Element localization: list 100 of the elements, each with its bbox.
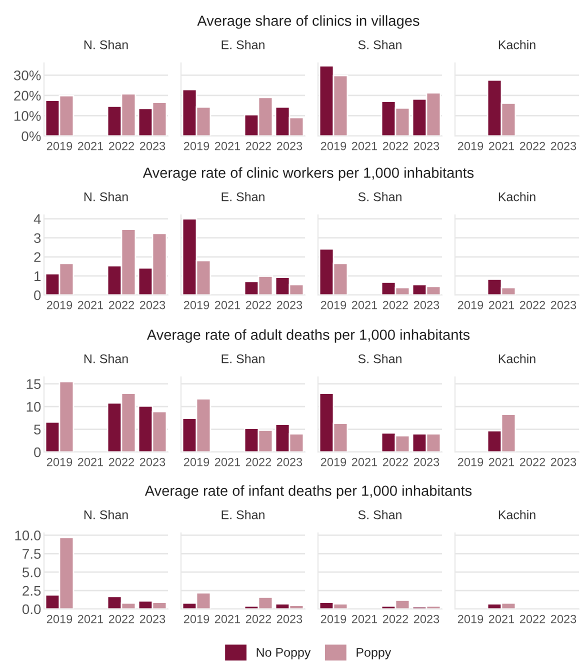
x-tick-label: 2023 — [276, 142, 302, 150]
x-tick-label: 2022 — [382, 142, 408, 150]
chart-title: N. Shan — [84, 192, 128, 202]
y-tick-label: 2 — [34, 252, 41, 262]
x-tick-label: 2021 — [78, 142, 104, 150]
y-tick-label: 30% — [14, 70, 41, 80]
x-tick-label: 2022 — [108, 300, 134, 310]
x-tick-label: 2021 — [214, 300, 240, 310]
x-tick-label: 2023 — [550, 458, 576, 466]
x-tick-label: 2023 — [140, 300, 166, 310]
x-tick-label: 2019 — [184, 614, 210, 624]
x-tick-label: 2019 — [458, 300, 484, 310]
x-tick-label: 2022 — [520, 300, 546, 310]
x-tick-label: 2021 — [352, 614, 378, 624]
x-tick-label: 2022 — [246, 614, 272, 624]
chart-title: S. Shan — [358, 40, 402, 50]
x-tick-label: 2021 — [214, 614, 240, 624]
chart-title: Kachin — [498, 354, 536, 364]
x-tick-label: 2022 — [382, 614, 408, 624]
x-tick-label: 2023 — [140, 142, 166, 150]
x-tick-label: 2019 — [184, 458, 210, 466]
y-tick-label: 4 — [34, 214, 41, 224]
y-tick-label: 20% — [14, 90, 41, 101]
x-tick-label: 2019 — [458, 614, 484, 624]
x-tick-label: 2022 — [382, 300, 408, 310]
chart-title: Kachin — [498, 510, 536, 520]
x-tick-label: 2022 — [382, 458, 408, 466]
text: Average rate of clinic workers per 1,000 inhabitants — [142, 167, 474, 181]
chart-title: E. Shan — [222, 192, 264, 202]
x-tick-label: 2023 — [276, 300, 302, 310]
x-tick-label: 2023 — [276, 614, 302, 624]
x-tick-label: 2023 — [414, 142, 440, 150]
x-tick-label: 2023 — [276, 458, 302, 466]
y-tick-label: 0 — [34, 447, 41, 458]
x-tick-label: 2021 — [488, 142, 514, 150]
x-tick-label: 2021 — [488, 300, 514, 310]
x-tick-label: 2022 — [520, 142, 546, 150]
x-tick-label: 2022 — [520, 458, 546, 466]
x-tick-label: 2021 — [78, 614, 104, 624]
y-tick-label: 3 — [34, 233, 41, 244]
x-tick-label: 2021 — [214, 458, 240, 466]
x-tick-label: 2023 — [140, 614, 166, 624]
x-tick-label: 2023 — [550, 614, 576, 624]
x-tick-label: 2022 — [108, 142, 134, 150]
legend-label: No Poppy — [256, 648, 311, 660]
x-tick-label: 2021 — [78, 458, 104, 466]
x-tick-label: 2019 — [46, 614, 72, 624]
chart-title: N. Shan — [84, 40, 128, 50]
chart-title: E. Shan — [222, 40, 264, 50]
chart-title: S. Shan — [358, 192, 402, 202]
x-tick-label: 2021 — [488, 614, 514, 624]
x-tick-label: 2021 — [214, 142, 240, 150]
y-tick-label: 7.5 — [22, 549, 41, 559]
x-tick-label: 2019 — [320, 458, 346, 466]
y-tick-label: 15 — [26, 379, 41, 389]
y-tick-label: 5 — [34, 424, 41, 434]
y-tick-label: 1 — [34, 271, 41, 281]
x-tick-label: 2022 — [246, 458, 272, 466]
x-tick-label: 2019 — [320, 142, 346, 150]
x-tick-label: 2023 — [414, 458, 440, 466]
x-tick-label: 2021 — [78, 300, 104, 310]
x-tick-label: 2021 — [352, 142, 378, 150]
x-tick-label: 2021 — [352, 458, 378, 466]
x-tick-label: 2019 — [184, 300, 210, 310]
x-tick-label: 2022 — [108, 614, 134, 624]
x-tick-label: 2023 — [140, 458, 166, 466]
y-tick-label: 10% — [14, 111, 41, 121]
y-tick-label: 5.0 — [22, 567, 41, 578]
x-tick-label: 2019 — [458, 142, 484, 150]
chart-title: Kachin — [498, 192, 536, 202]
legend-label: Poppy — [356, 648, 392, 660]
x-tick-label: 2022 — [108, 458, 134, 466]
chart-title: N. Shan — [84, 354, 128, 364]
chart-title: S. Shan — [358, 354, 402, 364]
x-tick-label: 2023 — [550, 142, 576, 150]
x-tick-label: 2021 — [488, 458, 514, 466]
x-tick-label: 2022 — [520, 614, 546, 624]
y-tick-label: 2.5 — [22, 586, 41, 596]
text: Average rate of infant deaths per 1,000 inhabitants — [144, 485, 472, 499]
x-tick-label: 2019 — [46, 458, 72, 466]
x-tick-label: 2019 — [320, 614, 346, 624]
text: Average share of clinics in villages — [197, 15, 420, 29]
y-tick-label: 10.0 — [15, 530, 41, 540]
x-tick-label: 2021 — [352, 300, 378, 310]
x-tick-label: 2022 — [246, 300, 272, 310]
x-tick-label: 2019 — [184, 142, 210, 150]
chart-title: E. Shan — [222, 510, 264, 520]
x-tick-label: 2022 — [246, 142, 272, 150]
y-tick-label: 0% — [22, 131, 41, 142]
chart-title: N. Shan — [84, 510, 128, 520]
y-tick-label: 10 — [26, 402, 41, 412]
x-tick-label: 2019 — [320, 300, 346, 310]
y-tick-label: 0.0 — [22, 604, 41, 614]
x-tick-label: 2019 — [458, 458, 484, 466]
x-tick-label: 2023 — [414, 614, 440, 624]
x-tick-label: 2019 — [46, 300, 72, 310]
chart-title: Kachin — [498, 40, 536, 50]
y-tick-label: 0 — [34, 290, 41, 300]
x-tick-label: 2023 — [414, 300, 440, 310]
x-tick-label: 2019 — [46, 142, 72, 150]
